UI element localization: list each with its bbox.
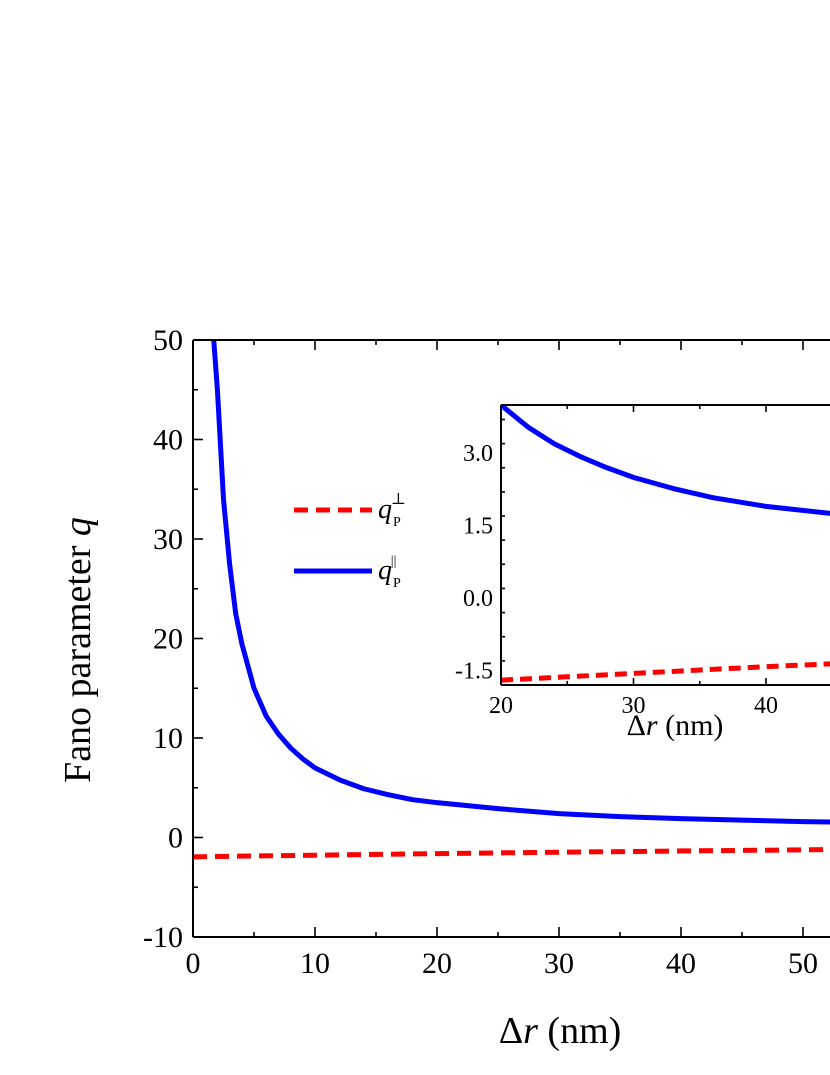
main-series-group bbox=[193, 340, 830, 860]
inset-y-tick-label: -1.5 bbox=[455, 658, 493, 684]
main-x-tick-label: 20 bbox=[422, 947, 452, 980]
main-series-perp-line bbox=[193, 847, 830, 860]
inset-x-axis-label: Δr (nm) bbox=[627, 709, 724, 742]
inset-y-tick-label: 1.5 bbox=[463, 514, 493, 540]
main-x-tick-label: 50 bbox=[788, 947, 818, 980]
main-x-axis-label: Δr (nm) bbox=[499, 1010, 622, 1052]
inset-series-group bbox=[501, 405, 830, 683]
main-y-tick-label: 50 bbox=[153, 324, 183, 357]
main-y-tick-label: -10 bbox=[143, 921, 183, 954]
legend: qP⊥ qP|| bbox=[294, 491, 406, 591]
main-y-tick-label: 10 bbox=[153, 722, 183, 755]
main-x-tick-label: 10 bbox=[300, 947, 330, 980]
main-y-tick-label: 0 bbox=[168, 821, 183, 854]
main-x-tick-label: 40 bbox=[666, 947, 696, 980]
inset-series-parallel-line bbox=[501, 405, 830, 516]
legend-label-perp: qP⊥ bbox=[378, 491, 406, 530]
inset-y-tick-label: 3.0 bbox=[463, 441, 493, 467]
main-y-axis-label: Fano parameter q bbox=[57, 517, 99, 783]
main-y-tick-label: 20 bbox=[153, 622, 183, 655]
main-y-tick-label: 30 bbox=[153, 523, 183, 556]
legend-label-parallel: qP|| bbox=[378, 554, 401, 591]
inset-background bbox=[501, 405, 830, 685]
main-x-tick-label: 30 bbox=[544, 947, 574, 980]
inset-y-tick-label: 0.0 bbox=[463, 586, 493, 612]
main-x-tick-label: 0 bbox=[186, 947, 201, 980]
main-series-parallel-line bbox=[211, 340, 830, 825]
inset-x-tick-label: 20 bbox=[489, 693, 513, 719]
main-y-tick-label: 40 bbox=[153, 423, 183, 456]
inset-x-tick-label: 30 bbox=[622, 693, 646, 719]
inset-x-tick-label: 40 bbox=[754, 693, 778, 719]
